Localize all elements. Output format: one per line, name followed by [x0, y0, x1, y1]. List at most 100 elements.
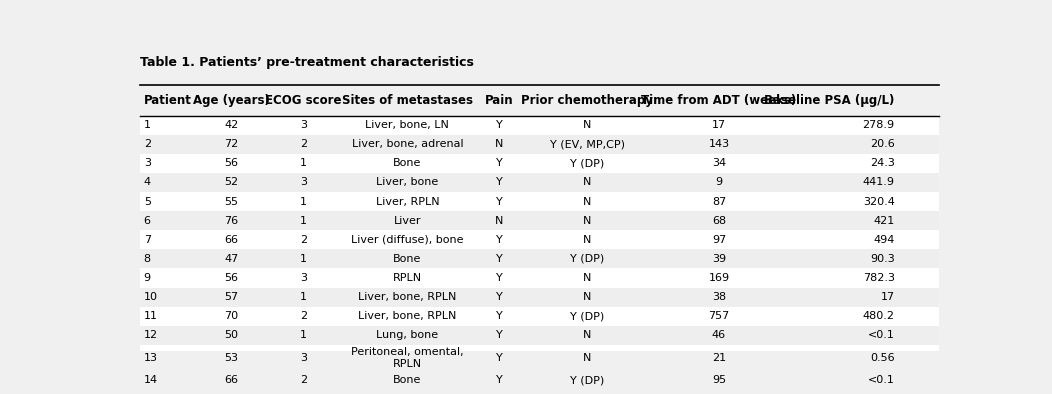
Text: Liver, bone, adrenal: Liver, bone, adrenal — [351, 139, 463, 149]
Text: N: N — [583, 197, 591, 206]
Text: Pain: Pain — [485, 94, 513, 107]
Bar — [140, 154, 938, 173]
Text: Bone: Bone — [393, 158, 422, 168]
Text: Y: Y — [495, 120, 503, 130]
Text: Baseline PSA (µg/L): Baseline PSA (µg/L) — [764, 94, 894, 107]
Text: Table 1. Patients’ pre-treatment characteristics: Table 1. Patients’ pre-treatment charact… — [140, 56, 473, 69]
Text: Patient: Patient — [144, 94, 191, 107]
Bar — [140, 173, 938, 192]
Text: Sites of metastases: Sites of metastases — [342, 94, 472, 107]
Text: N: N — [495, 216, 504, 226]
Text: Liver, RPLN: Liver, RPLN — [376, 197, 439, 206]
Text: 66: 66 — [224, 235, 239, 245]
Text: Time from ADT (weeks): Time from ADT (weeks) — [642, 94, 796, 107]
Text: 11: 11 — [144, 311, 158, 321]
Text: 10: 10 — [144, 292, 158, 302]
Text: N: N — [583, 353, 591, 363]
Text: 1: 1 — [144, 120, 150, 130]
Text: 1: 1 — [300, 197, 307, 206]
Text: 8: 8 — [144, 254, 150, 264]
Text: Y (EV, MP,CP): Y (EV, MP,CP) — [549, 139, 625, 149]
Text: 421: 421 — [873, 216, 894, 226]
Text: 3: 3 — [300, 120, 307, 130]
Text: N: N — [583, 292, 591, 302]
Text: 0.56: 0.56 — [870, 353, 894, 363]
Text: 39: 39 — [712, 254, 726, 264]
Text: Liver (diffuse), bone: Liver (diffuse), bone — [351, 235, 464, 245]
Text: 441.9: 441.9 — [863, 177, 894, 188]
Text: 12: 12 — [144, 330, 158, 340]
Text: 68: 68 — [712, 216, 726, 226]
Text: 9: 9 — [715, 177, 723, 188]
Text: 494: 494 — [873, 235, 894, 245]
Bar — [140, 211, 938, 230]
Text: Bone: Bone — [393, 254, 422, 264]
Bar — [140, 268, 938, 288]
Text: 14: 14 — [144, 375, 158, 385]
Text: Y: Y — [495, 353, 503, 363]
Text: Lung, bone: Lung, bone — [377, 330, 439, 340]
Text: 56: 56 — [224, 273, 239, 283]
Text: 2: 2 — [300, 311, 307, 321]
Text: 757: 757 — [708, 311, 729, 321]
Text: 56: 56 — [224, 158, 239, 168]
Text: <0.1: <0.1 — [868, 375, 894, 385]
Text: N: N — [583, 235, 591, 245]
Bar — [140, 307, 938, 326]
Text: 3: 3 — [300, 353, 307, 363]
Text: 782.3: 782.3 — [863, 273, 894, 283]
Text: Y: Y — [495, 292, 503, 302]
Text: 38: 38 — [712, 292, 726, 302]
Text: 480.2: 480.2 — [863, 311, 894, 321]
Text: 66: 66 — [224, 375, 239, 385]
Text: Y: Y — [495, 158, 503, 168]
Bar — [140, 371, 938, 390]
Text: 2: 2 — [300, 235, 307, 245]
Text: Y: Y — [495, 311, 503, 321]
Text: Liver: Liver — [393, 216, 421, 226]
Text: N: N — [583, 120, 591, 130]
Text: N: N — [495, 139, 504, 149]
Text: Y: Y — [495, 177, 503, 188]
Text: 278.9: 278.9 — [863, 120, 894, 130]
Text: Y (DP): Y (DP) — [570, 311, 604, 321]
Bar — [140, 230, 938, 249]
Bar — [140, 326, 938, 345]
Text: 70: 70 — [224, 311, 239, 321]
Text: N: N — [583, 177, 591, 188]
Text: Prior chemotherapy: Prior chemotherapy — [521, 94, 653, 107]
Bar — [140, 249, 938, 268]
Text: Liver, bone, LN: Liver, bone, LN — [365, 120, 449, 130]
Text: 52: 52 — [224, 177, 239, 188]
Text: 1: 1 — [300, 254, 307, 264]
Text: 55: 55 — [224, 197, 239, 206]
Text: 320.4: 320.4 — [863, 197, 894, 206]
Text: Y (DP): Y (DP) — [570, 375, 604, 385]
Text: 76: 76 — [224, 216, 239, 226]
Text: Y: Y — [495, 197, 503, 206]
Text: Y: Y — [495, 330, 503, 340]
Text: 53: 53 — [224, 353, 239, 363]
Bar — [140, 288, 938, 307]
Text: 90.3: 90.3 — [870, 254, 894, 264]
Text: 21: 21 — [712, 353, 726, 363]
Bar — [140, 192, 938, 211]
Text: 1: 1 — [300, 330, 307, 340]
Text: 17: 17 — [881, 292, 894, 302]
Text: <0.1: <0.1 — [868, 330, 894, 340]
Text: 6: 6 — [144, 216, 150, 226]
Text: 1: 1 — [300, 216, 307, 226]
Text: 24.3: 24.3 — [870, 158, 894, 168]
Bar — [140, 115, 938, 135]
Text: Liver, bone: Liver, bone — [377, 177, 439, 188]
Text: N: N — [583, 330, 591, 340]
Bar — [140, 135, 938, 154]
Text: 17: 17 — [712, 120, 726, 130]
Text: 42: 42 — [224, 120, 239, 130]
Text: 2: 2 — [300, 139, 307, 149]
Text: 87: 87 — [712, 197, 726, 206]
Text: Age (years): Age (years) — [194, 94, 270, 107]
Text: Peritoneal, omental,
RPLN: Peritoneal, omental, RPLN — [351, 347, 464, 369]
Text: Y: Y — [495, 235, 503, 245]
Text: 47: 47 — [224, 254, 239, 264]
